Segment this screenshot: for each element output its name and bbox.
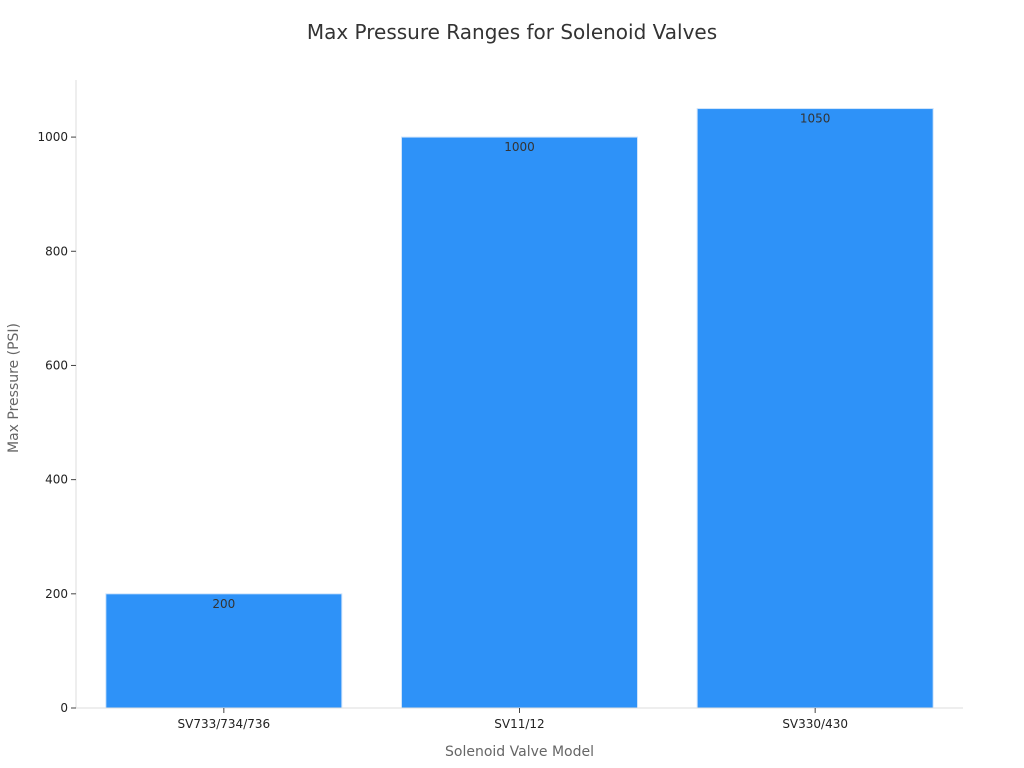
y-tick-label: 400 [45,473,68,487]
y-tick-label: 1000 [37,130,68,144]
bar [105,593,343,709]
y-tick-label: 0 [60,701,68,715]
x-axis-ticks: SV733/734/736 SV11/12 SV330/430 [178,708,848,731]
bars-layer [105,108,934,709]
y-axis-ticks: 0 200 400 600 800 1000 [37,130,76,715]
bar-data-label: 1050 [800,112,831,126]
x-tick-label: SV330/430 [782,717,848,731]
y-tick-label: 800 [45,244,68,258]
y-tick-label: 600 [45,358,68,372]
y-axis-label: Max Pressure (PSI) [6,323,22,453]
bar [696,108,934,709]
bar-data-label: 200 [212,597,235,611]
bar-data-label: 1000 [504,140,535,154]
x-tick-label: SV11/12 [494,717,544,731]
bar [401,136,638,709]
y-tick-label: 200 [45,587,68,601]
x-axis-label: Solenoid Valve Model [445,744,594,760]
x-tick-label: SV733/734/736 [178,717,271,731]
data-labels-layer: 200 1000 1050 [212,112,830,611]
chart-title: Max Pressure Ranges for Solenoid Valves [306,20,718,44]
